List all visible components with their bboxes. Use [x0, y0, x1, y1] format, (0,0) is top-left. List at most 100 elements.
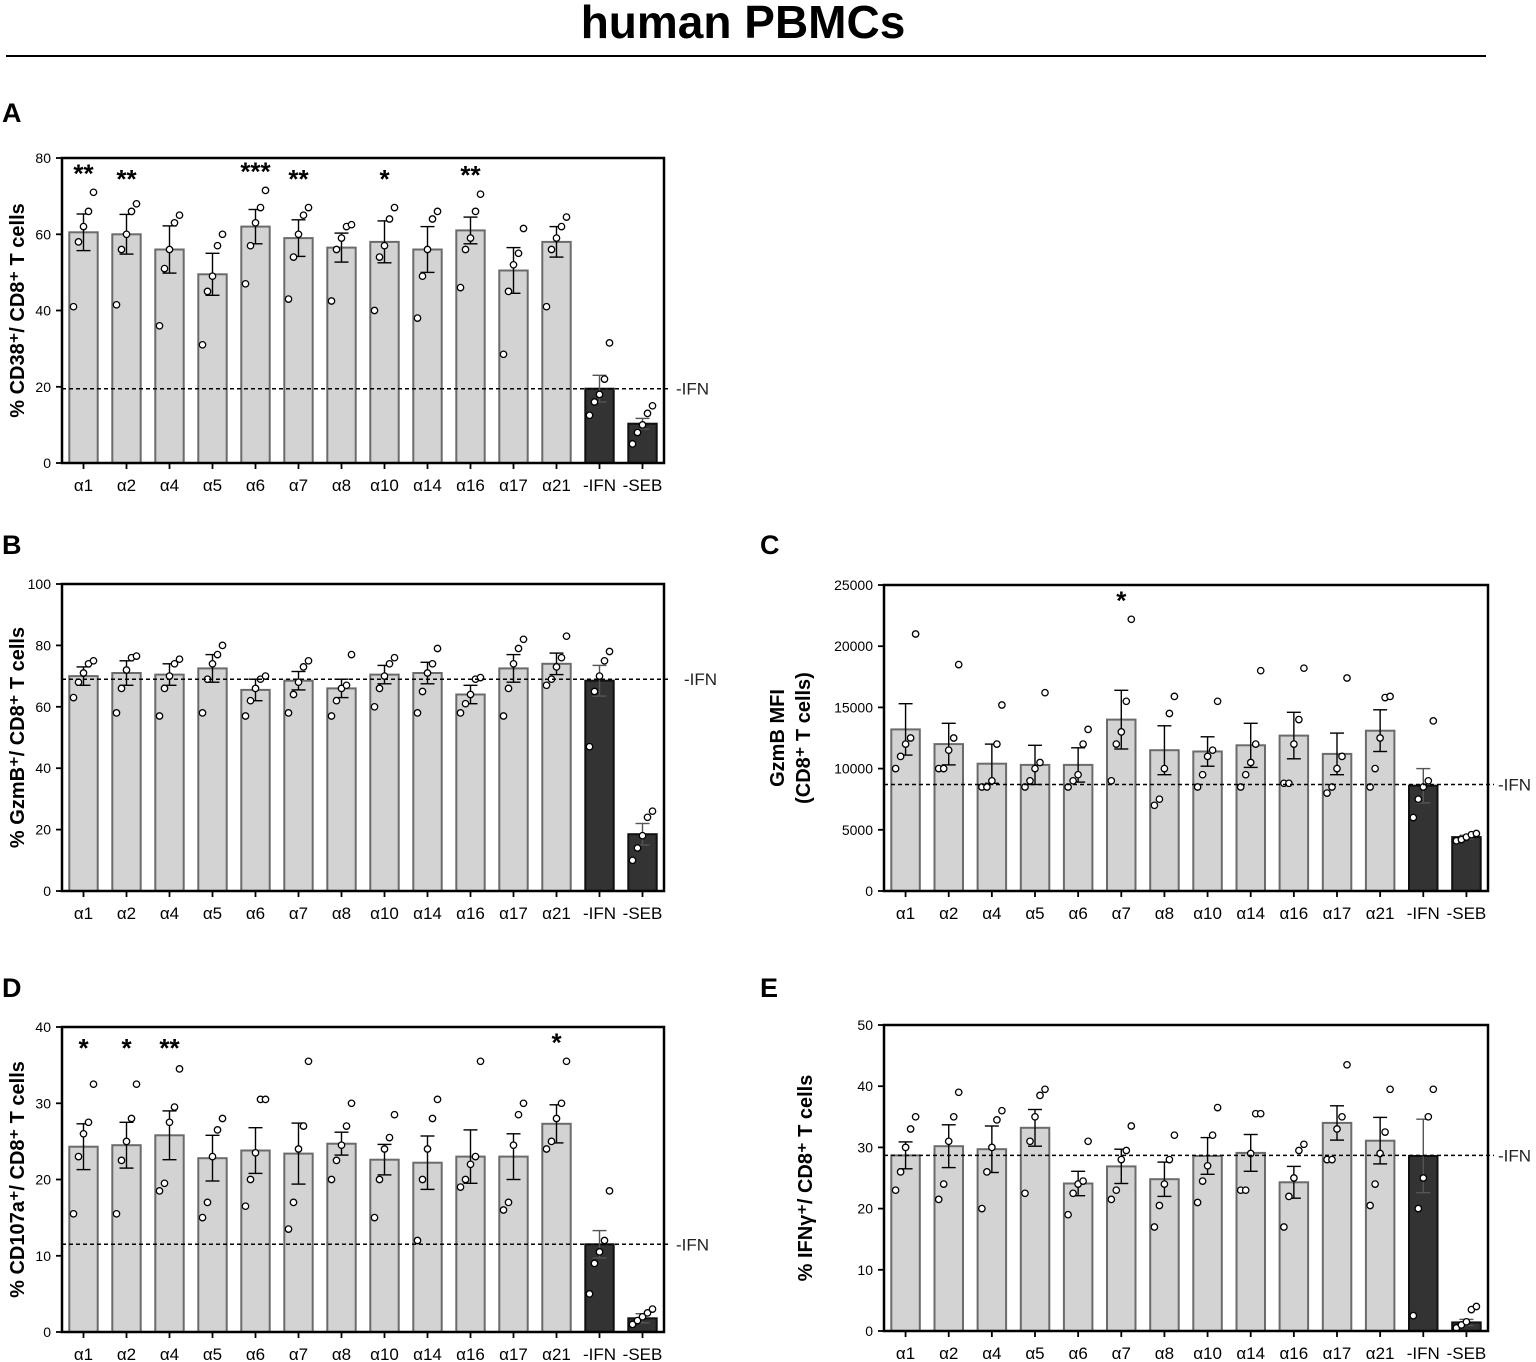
x-tick-label-e-11: α21: [1366, 1344, 1395, 1362]
data-point-c-2-4: [998, 701, 1006, 709]
data-point-e-2-0: [978, 1204, 986, 1213]
data-point-c-2-1: [983, 783, 991, 791]
data-point-b-3-0: [198, 709, 207, 717]
x-tick-label-a-7: α10: [370, 476, 399, 495]
data-point-a-7-0: [370, 306, 379, 315]
data-point-d-2-2: [165, 1118, 174, 1127]
data-point-d-3-0: [198, 1213, 207, 1222]
y-tick-label-e-4: 40: [857, 1078, 873, 1094]
bar-a-8: [412, 248, 443, 464]
data-point-a-9-0: [456, 283, 465, 292]
x-tick-label-e-0: α1: [896, 1344, 915, 1362]
data-point-a-12-4: [605, 339, 614, 347]
data-point-e-12-3: [1424, 1112, 1433, 1121]
data-point-d-7-2: [380, 1145, 389, 1153]
x-tick-label-e-5: α7: [1112, 1344, 1131, 1362]
data-point-c-7-2: [1203, 752, 1212, 761]
data-point-e-11-3: [1381, 1128, 1389, 1136]
y-axis-label-a: % CD38⁺/ CD8⁺ T cells: [7, 203, 29, 418]
data-point-c-2-3: [993, 740, 1001, 748]
data-point-e-10-4: [1343, 1060, 1351, 1069]
x-tick-label-b-2: α4: [160, 904, 179, 923]
data-point-a-3-4: [218, 230, 227, 239]
y-tick-label-a-4: 80: [35, 150, 51, 166]
data-point-c-5-4: [1127, 615, 1136, 624]
bar-c-8: [1235, 744, 1266, 892]
data-point-c-8-1: [1241, 770, 1250, 779]
bar-e-3: [1019, 1126, 1051, 1333]
data-point-a-13-2: [638, 421, 647, 429]
data-point-c-5-1: [1112, 740, 1121, 748]
data-point-e-7-1: [1198, 1177, 1207, 1185]
data-point-b-12-1: [590, 687, 599, 696]
data-point-a-3-1: [203, 287, 212, 296]
bar-a-10: [498, 269, 529, 464]
data-point-c-13-4: [1472, 829, 1481, 838]
data-point-e-4-0: [1064, 1210, 1072, 1219]
data-point-e-7-0: [1193, 1198, 1202, 1207]
data-point-c-9-3: [1295, 715, 1303, 724]
data-point-a-3-0: [198, 340, 207, 349]
x-tick-label-b-10: α17: [499, 904, 528, 923]
data-point-b-6-4: [347, 650, 356, 659]
data-point-a-4-4: [261, 186, 270, 195]
data-point-d-4-0: [241, 1202, 250, 1211]
data-point-d-1-4: [132, 1080, 141, 1089]
data-point-a-8-4: [433, 207, 442, 216]
y-tick-label-e-5: 50: [857, 1017, 873, 1033]
x-tick-label-b-9: α16: [456, 904, 485, 923]
data-point-c-0-0: [891, 764, 900, 773]
data-point-c-5-2: [1117, 728, 1126, 736]
data-point-b-2-3: [170, 659, 179, 668]
data-point-a-1-0: [112, 300, 121, 309]
x-tick-label-d-2: α4: [160, 1345, 179, 1362]
x-tick-label-a-10: α17: [499, 476, 528, 495]
x-tick-label-c-8: α14: [1236, 904, 1265, 923]
x-tick-label-c-7: α10: [1193, 904, 1222, 923]
data-point-c-9-2: [1290, 740, 1298, 748]
significance-a-0: **: [73, 158, 94, 188]
x-tick-label-e-8: α14: [1236, 1344, 1265, 1362]
y-tick-label-c-4: 20000: [834, 638, 873, 654]
data-point-e-6-3: [1165, 1155, 1174, 1164]
x-tick-label-a-2: α4: [160, 476, 179, 495]
data-point-c-3-1: [1026, 776, 1034, 785]
data-point-e-1-4: [954, 1088, 963, 1097]
x-tick-label-a-8: α14: [413, 476, 442, 495]
data-point-d-1-3: [127, 1114, 136, 1123]
data-point-e-5-4: [1127, 1122, 1136, 1130]
data-point-d-0-0: [69, 1209, 78, 1218]
data-point-a-11-0: [542, 302, 551, 311]
data-point-e-3-1: [1026, 1137, 1034, 1146]
data-point-a-3-3: [213, 241, 222, 250]
data-point-d-11-3: [557, 1099, 566, 1108]
bar-d-11: [541, 1122, 572, 1334]
data-point-b-9-1: [461, 699, 470, 708]
data-point-a-6-0: [327, 297, 336, 305]
data-point-a-11-1: [547, 245, 556, 254]
x-tick-label-b-7: α10: [370, 904, 399, 923]
data-point-a-2-2: [165, 245, 174, 254]
bar-e-11: [1364, 1139, 1396, 1332]
bar-a-11: [541, 240, 572, 464]
data-point-e-0-0: [891, 1186, 900, 1195]
x-tick-label-d-12: -IFN: [583, 1345, 616, 1362]
x-tick-label-c-0: α1: [896, 904, 915, 923]
data-point-d-10-4: [519, 1099, 528, 1108]
data-point-e-0-3: [906, 1125, 915, 1133]
data-point-c-6-3: [1165, 709, 1174, 718]
data-point-d-13-4: [648, 1305, 657, 1313]
data-point-e-4-1: [1069, 1189, 1077, 1198]
data-point-a-6-4: [347, 220, 356, 229]
data-point-a-2-0: [155, 321, 164, 330]
data-point-c-4-4: [1084, 725, 1092, 734]
data-point-c-4-1: [1069, 776, 1077, 785]
data-point-d-6-1: [332, 1156, 341, 1165]
x-tick-label-b-11: α21: [542, 904, 571, 923]
data-point-d-3-4: [218, 1114, 227, 1123]
chart-panel-b: -IFN 0 20 40 60 80 100 α1 α2 α4 α5 α6 α7 α8 α10 α14 α16 α…: [7, 576, 717, 923]
data-point-c-12-1: [1414, 795, 1423, 804]
y-tick-label-c-3: 15000: [834, 699, 873, 715]
data-point-b-7-3: [385, 659, 394, 668]
data-point-b-8-4: [433, 644, 442, 653]
